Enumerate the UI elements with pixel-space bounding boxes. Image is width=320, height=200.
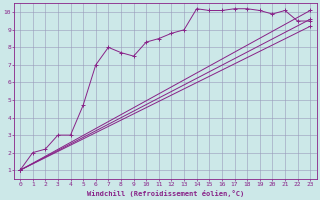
X-axis label: Windchill (Refroidissement éolien,°C): Windchill (Refroidissement éolien,°C) xyxy=(86,190,244,197)
